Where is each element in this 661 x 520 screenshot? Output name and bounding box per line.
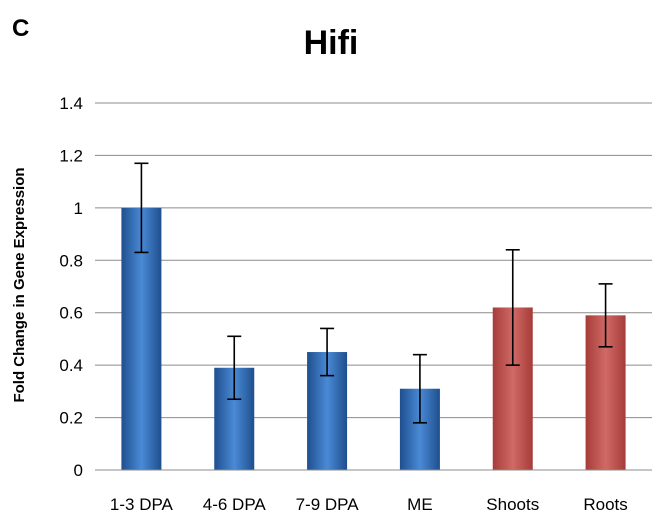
x-tick-label: 7-9 DPA	[296, 495, 360, 514]
y-tick-label: 0.8	[59, 251, 83, 270]
error-bar	[227, 335, 242, 401]
y-tick-labels: 0 0.2 0.4 0.6 0.8 1 1.2 1.4	[59, 94, 83, 480]
y-tick-label: 1.2	[59, 146, 83, 165]
y-tick-label: 0.2	[59, 409, 83, 428]
y-tick-label: 1	[74, 199, 83, 218]
y-tick-label: 0	[74, 461, 83, 480]
error-bar	[505, 249, 520, 366]
x-tick-label: Shoots	[486, 495, 539, 514]
y-tick-label: 1.4	[59, 94, 83, 113]
error-bars	[134, 162, 613, 424]
error-bar	[598, 283, 613, 348]
gridlines	[95, 102, 652, 419]
y-tick-label: 0.4	[59, 356, 83, 375]
x-tick-label: 1-3 DPA	[110, 495, 174, 514]
x-tick-labels: 1-3 DPA 4-6 DPA 7-9 DPA ME Shoots Roots	[110, 495, 628, 514]
bars	[121, 207, 626, 470]
y-axis-label: Fold Change in Gene Expression	[11, 167, 28, 402]
error-bar	[134, 162, 149, 254]
error-bar	[412, 353, 427, 424]
panel-letter: C	[12, 15, 29, 42]
chart-title: Hifi	[304, 24, 359, 62]
error-bar	[320, 327, 335, 377]
x-tick-label: Roots	[583, 495, 627, 514]
y-tick-label: 0.6	[59, 304, 83, 323]
x-tick-label: ME	[407, 495, 433, 514]
x-tick-label: 4-6 DPA	[203, 495, 267, 514]
